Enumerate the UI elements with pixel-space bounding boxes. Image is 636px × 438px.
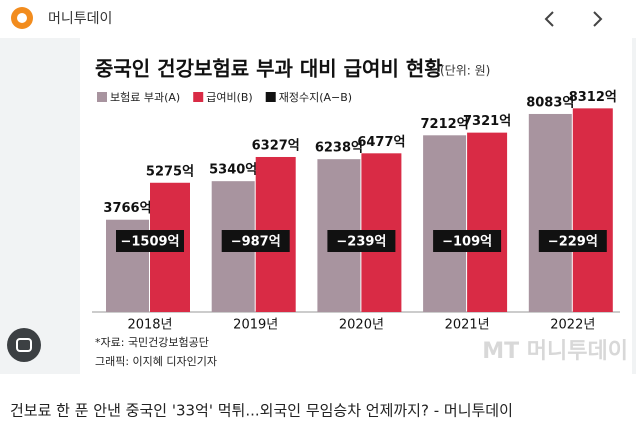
balance-label: −987억 xyxy=(231,235,281,250)
balance-label: −109억 xyxy=(442,235,492,250)
value-label: 7321억 xyxy=(463,114,511,129)
balance-label: −1509억 xyxy=(120,235,179,250)
value-label: 6327억 xyxy=(252,138,300,153)
bar xyxy=(572,108,613,312)
bar xyxy=(423,135,467,312)
balance-box xyxy=(538,230,607,252)
site-logo-inner xyxy=(17,13,27,23)
lens-icon xyxy=(16,338,32,352)
watermark: MT 머니투데이 xyxy=(482,339,628,364)
value-label: 6477억 xyxy=(357,135,405,150)
value-label: 5340억 xyxy=(209,163,257,178)
value-label: 5275억 xyxy=(146,164,194,179)
x-tick-label: 2020년 xyxy=(339,318,384,333)
value-label: 3766억 xyxy=(103,201,151,216)
bar xyxy=(528,113,572,313)
legend-label: 급여비(B) xyxy=(206,91,253,104)
legend-swatch xyxy=(193,92,204,102)
balance-box xyxy=(327,230,396,252)
x-tick-label: 2019년 xyxy=(233,318,278,333)
bar xyxy=(467,132,508,312)
chart-unit: (단위: 원) xyxy=(440,64,490,78)
x-tick-label: 2018년 xyxy=(127,318,172,333)
legend-label: 보험료 부과(A) xyxy=(110,91,180,104)
prev-button[interactable] xyxy=(544,11,554,27)
credit: 그래픽: 이지혜 디자인기자 xyxy=(95,355,217,368)
balance-box xyxy=(433,230,502,252)
source: *자료: 국민건강보험공단 xyxy=(95,336,209,349)
caption[interactable]: 건보료 한 푼 안낸 중국인 '33억' 먹튀...외국인 무임승차 언제까지?… xyxy=(10,402,513,420)
balance-box xyxy=(221,230,290,252)
value-label: 8312억 xyxy=(569,90,617,105)
value-label: 8083억 xyxy=(526,95,574,110)
lens-button[interactable] xyxy=(7,328,41,362)
balance-label: −229억 xyxy=(548,235,598,250)
x-tick-label: 2022년 xyxy=(550,318,595,333)
value-label: 6238억 xyxy=(315,141,363,156)
next-button[interactable] xyxy=(593,11,603,27)
balance-box xyxy=(116,230,184,252)
legend-swatch xyxy=(97,92,107,102)
legend-swatch xyxy=(265,92,276,102)
balance-label: −239억 xyxy=(336,235,386,250)
legend-label: 재정수지(A−B) xyxy=(279,91,352,104)
site-name[interactable]: 머니투데이 xyxy=(48,11,112,27)
chart-title: 중국인 건강보험료 부과 대비 급여비 현황 xyxy=(95,57,443,81)
x-tick-label: 2021년 xyxy=(445,318,490,333)
value-label: 7212억 xyxy=(421,117,469,132)
